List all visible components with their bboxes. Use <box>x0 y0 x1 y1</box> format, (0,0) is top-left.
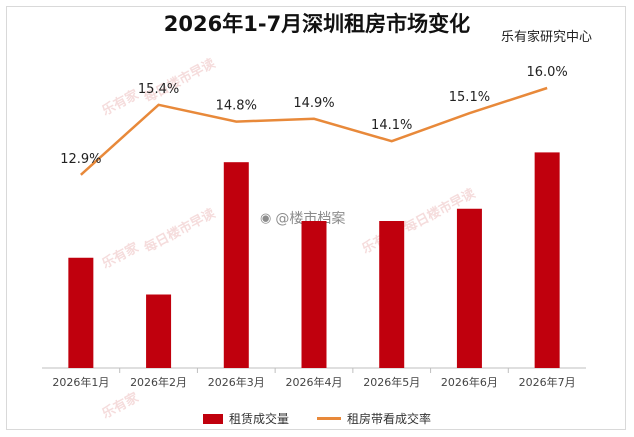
legend-label-line: 租房带看成交率 <box>347 412 432 426</box>
bar <box>379 221 405 368</box>
chart-legend: 租赁成交量 租房带看成交率 <box>0 410 634 427</box>
legend-item-line: 租房带看成交率 <box>317 410 431 427</box>
x-tick-label: 2026年2月 <box>130 375 187 389</box>
data-label: 16.0% <box>526 65 567 80</box>
bar <box>534 152 560 368</box>
series-line <box>80 86 548 176</box>
bar <box>456 208 482 368</box>
data-label: 14.1% <box>371 118 412 133</box>
bar <box>223 162 249 368</box>
x-tick-label: 2026年1月 <box>52 375 109 389</box>
bar <box>301 221 327 368</box>
legend-swatch-bar <box>202 413 223 424</box>
data-label: 15.4% <box>138 82 179 97</box>
x-tick-label: 2026年7月 <box>519 375 576 389</box>
source-label: 乐有家研究中心 <box>500 30 592 45</box>
data-label: 14.8% <box>216 99 257 114</box>
x-tick-label: 2026年6月 <box>441 375 498 389</box>
legend-swatch-line <box>317 417 341 420</box>
bar <box>68 257 94 368</box>
data-label: 14.9% <box>293 96 334 111</box>
weibo-watermark-text: @楼市档案 <box>275 211 346 227</box>
bar <box>146 294 172 368</box>
weibo-watermark: ◉ @楼市档案 <box>260 208 345 228</box>
x-tick-label: 2026年4月 <box>286 375 343 389</box>
x-tick-label: 2026年3月 <box>208 375 265 389</box>
x-tick-label: 2026年5月 <box>363 375 420 389</box>
chart-title: 2026年1-7月深圳租房市场变化 <box>163 12 471 36</box>
weibo-icon: ◉ <box>260 210 272 226</box>
legend-label-bar: 租赁成交量 <box>228 412 289 426</box>
data-label: 15.1% <box>449 90 490 105</box>
legend-item-bar: 租赁成交量 <box>202 410 289 427</box>
data-label: 12.9% <box>60 152 101 167</box>
